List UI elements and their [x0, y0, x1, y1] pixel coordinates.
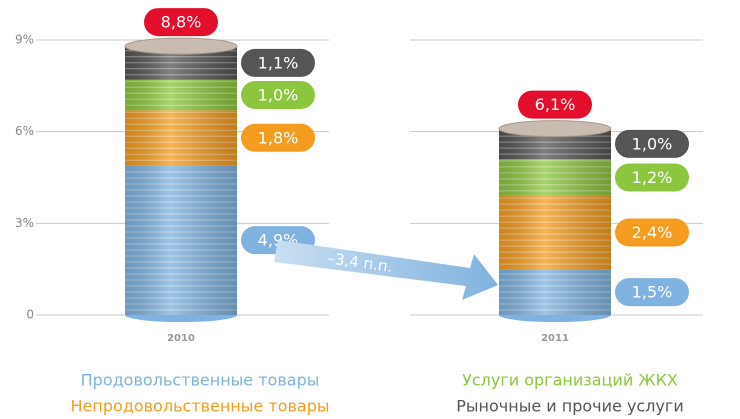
- coin-stack: 4,9%1,8%1,0%1,1%8,8%2010: [125, 8, 315, 344]
- x-tick-label: 2011: [541, 333, 569, 344]
- segment-shade: [125, 80, 237, 111]
- stack-top: [499, 121, 611, 137]
- total-label: 6,1%: [535, 95, 576, 114]
- legend-label: Продовольственные товары: [81, 371, 320, 390]
- y-tick-label: 3%: [15, 216, 34, 230]
- segment-shade: [499, 269, 611, 315]
- segment-shade: [125, 165, 237, 315]
- y-tick-label: 6%: [15, 124, 34, 138]
- y-tick-label: 0: [26, 308, 34, 322]
- value-label: 1,2%: [632, 168, 673, 187]
- coin-stack: 1,5% 2,4% 1,2% 1,0% 6,1% 2011: [499, 91, 689, 344]
- value-label: 1,0%: [632, 134, 673, 153]
- legend-label: Непродовольственные товары: [70, 397, 329, 416]
- legend-label: Услуги организаций ЖКХ: [462, 371, 678, 390]
- total-label: 8,8%: [161, 13, 202, 32]
- y-tick-label: 9%: [15, 33, 34, 47]
- segment-shade: [499, 159, 611, 196]
- value-label: 1,1%: [258, 53, 299, 72]
- segment-shade: [125, 110, 237, 165]
- legend-label: Рыночные и прочие услуги: [456, 397, 683, 416]
- arrow: –3,4 п.п.: [274, 240, 498, 300]
- value-label: 1,0%: [258, 86, 299, 105]
- value-label: 1,8%: [258, 128, 299, 147]
- value-label: 2,4%: [632, 223, 673, 242]
- x-tick-label: 2010: [167, 333, 195, 344]
- chart: 03%6%9% 4,9%1,8%1,0%1,1%8,8%20101,5%2,4%…: [0, 0, 740, 419]
- value-label: 1,5%: [632, 283, 673, 302]
- segment-shade: [499, 196, 611, 269]
- stack-top: [125, 38, 237, 54]
